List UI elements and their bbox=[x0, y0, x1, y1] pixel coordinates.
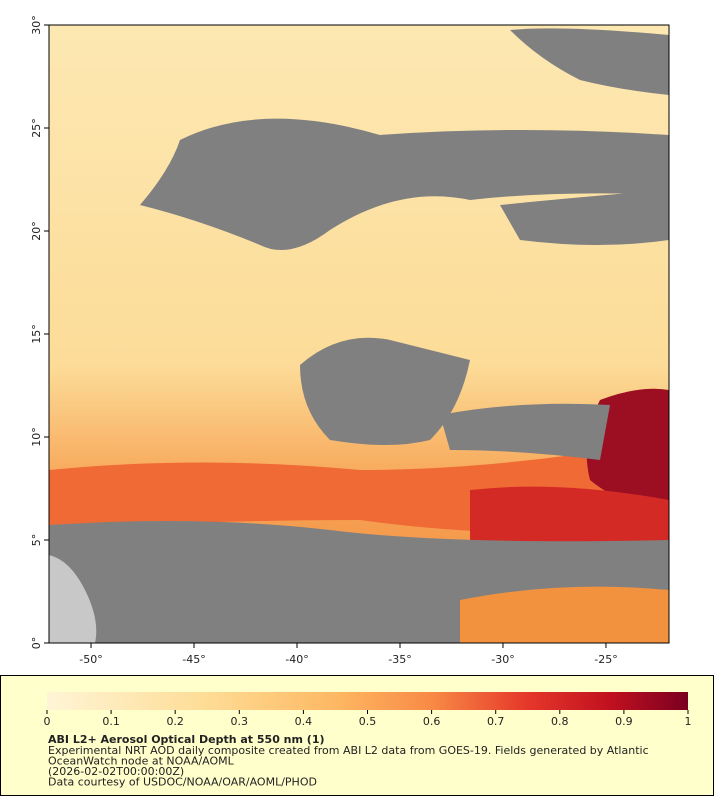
y-tick-label: 25° bbox=[30, 118, 43, 138]
y-tick-label: 20° bbox=[30, 221, 43, 241]
x-tick-label: -35° bbox=[388, 653, 411, 666]
y-tick-label: 10° bbox=[30, 427, 43, 447]
colorbar-tick-label: 0.3 bbox=[231, 715, 249, 728]
caption-line: OceanWatch node at NOAA/AOML bbox=[48, 755, 235, 768]
caption-title: ABI L2+ Aerosol Optical Depth at 550 nm … bbox=[48, 733, 325, 746]
x-tick-label: -45° bbox=[182, 653, 205, 666]
x-tick-label: -40° bbox=[285, 653, 308, 666]
colorbar-tick-label: 0.2 bbox=[166, 715, 184, 728]
y-tick-label: 15° bbox=[30, 324, 43, 344]
caption-line: Data courtesy of USDOC/NOAA/OAR/AOML/PHO… bbox=[48, 776, 317, 789]
colorbar-tick-label: 0.7 bbox=[487, 715, 505, 728]
colorbar-tick-label: 0.6 bbox=[423, 715, 441, 728]
y-tick-label: 5° bbox=[30, 534, 43, 547]
colorbar-tick-label: 0.9 bbox=[615, 715, 633, 728]
map-image bbox=[49, 25, 669, 643]
colorbar-tick-label: 0 bbox=[44, 715, 51, 728]
colorbar-tick-label: 0.4 bbox=[295, 715, 313, 728]
x-tick-label: -25° bbox=[594, 653, 617, 666]
colorbar-tick-label: 0.8 bbox=[551, 715, 569, 728]
colorbar-tick-label: 1 bbox=[685, 715, 692, 728]
y-tick-label: 30° bbox=[30, 15, 43, 35]
x-tick-label: -50° bbox=[79, 653, 102, 666]
colorbar-tick-label: 0.5 bbox=[359, 715, 377, 728]
colorbar bbox=[47, 692, 688, 710]
caption-line: (2026-02-02T00:00:00Z) bbox=[48, 765, 184, 778]
caption-line: Experimental NRT AOD daily composite cre… bbox=[48, 744, 649, 757]
y-tick-label: 0° bbox=[30, 637, 43, 650]
x-tick-label: -30° bbox=[491, 653, 514, 666]
colorbar-tick-label: 0.1 bbox=[102, 715, 120, 728]
